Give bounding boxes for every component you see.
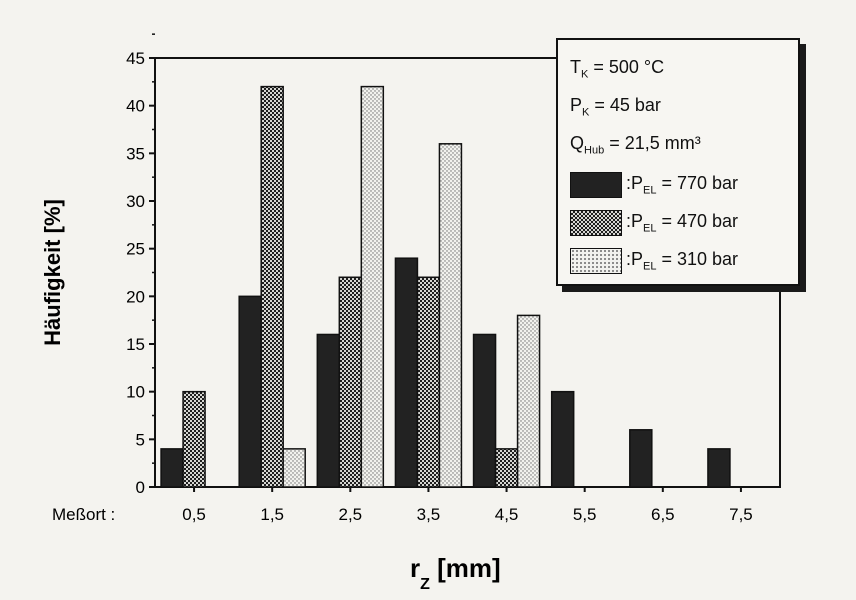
- y-tick-label: 45: [126, 49, 145, 68]
- bar-310-bar-4: [516, 314, 541, 488]
- x-tick-label: 6,5: [651, 505, 675, 524]
- bar-770-bar-2: [316, 333, 341, 488]
- bar-770-bar-3: [394, 257, 419, 488]
- x-tick-label: 2,5: [338, 505, 362, 524]
- bar-310-bar-3: [438, 143, 463, 488]
- x-tick-label: 5,5: [573, 505, 597, 524]
- x-axis-label: rZ [mm]: [410, 553, 501, 593]
- bar-310-bar-2: [360, 85, 385, 488]
- x-tick-label: 7,5: [729, 505, 753, 524]
- conditions-list: TK = 500 °C PK = 45 bar QHub = 21,5 mm³: [570, 52, 798, 166]
- y-tick-label: 20: [126, 287, 145, 306]
- bar-770-bar-7: [707, 448, 731, 488]
- y-tick-label: 5: [136, 430, 145, 449]
- condition-2: QHub = 21,5 mm³: [570, 133, 701, 157]
- bar-770-bar-5: [550, 390, 575, 488]
- legend-item-2: :PEL = 310 bar: [570, 242, 798, 280]
- x-tick-label: 0,5: [182, 505, 206, 524]
- legend-item-0: :PEL = 770 bar: [570, 166, 798, 204]
- y-tick-label: 30: [126, 192, 145, 211]
- condition-0: TK = 500 °C: [570, 57, 665, 81]
- y-tick-label: 40: [126, 97, 145, 116]
- bar-770-bar-4: [472, 333, 497, 488]
- y-tick-label: 0: [136, 478, 145, 497]
- legend-label: :PEL = 310 bar: [626, 249, 739, 273]
- legend-swatch: [570, 248, 622, 274]
- legend: :PEL = 770 bar :PEL = 470 bar :PEL = 310 b…: [570, 166, 798, 280]
- bar-470-bar-2: [338, 276, 363, 488]
- category-axis-label: Meßort :: [52, 505, 115, 524]
- bar-470-bar-3: [416, 276, 441, 488]
- y-tick-label: 35: [126, 144, 145, 163]
- bar-770-bar-0: [160, 448, 184, 488]
- y-tick-label: 25: [126, 240, 145, 259]
- legend-swatch: [570, 210, 622, 236]
- bar-470-bar-1: [260, 85, 284, 488]
- bar-770-bar-6: [629, 429, 653, 488]
- legend-label: :PEL = 770 bar: [626, 173, 739, 197]
- y-tick-label: 10: [126, 383, 145, 402]
- bar-770-bar-1: [238, 295, 262, 488]
- bar-310-bar-1: [282, 448, 306, 488]
- legend-swatch: [570, 172, 622, 198]
- y-tick-label: 15: [126, 335, 145, 354]
- condition-1: PK = 45 bar: [570, 95, 661, 119]
- x-tick-label: 3,5: [417, 505, 441, 524]
- y-axis-label: Häufigkeit [%]: [40, 199, 65, 346]
- x-tick-label: 4,5: [495, 505, 519, 524]
- legend-box: TK = 500 °C PK = 45 bar QHub = 21,5 mm³ :P…: [556, 38, 800, 286]
- legend-item-1: :PEL = 470 bar: [570, 204, 798, 242]
- bar-470-bar-4: [494, 448, 519, 488]
- x-tick-label: 1,5: [260, 505, 284, 524]
- bar-470-bar-0: [182, 390, 206, 488]
- legend-label: :PEL = 470 bar: [626, 211, 739, 235]
